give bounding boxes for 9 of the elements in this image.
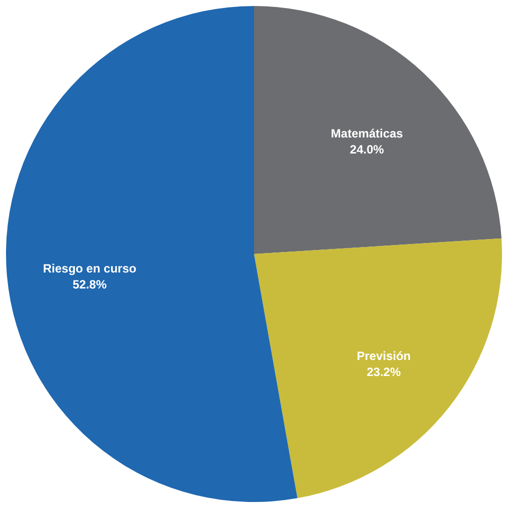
slice-label: Riesgo en curso [42,261,136,276]
slice-label: Matemáticas [330,126,404,141]
pie-slice [254,6,502,254]
pie-slice [6,6,298,502]
data-label: 52.8% [72,277,107,292]
slice-label: Previsión [356,348,411,363]
data-label: 24.0% [350,142,384,157]
pie-slice [254,238,502,498]
data-label: 23.2% [366,364,402,379]
